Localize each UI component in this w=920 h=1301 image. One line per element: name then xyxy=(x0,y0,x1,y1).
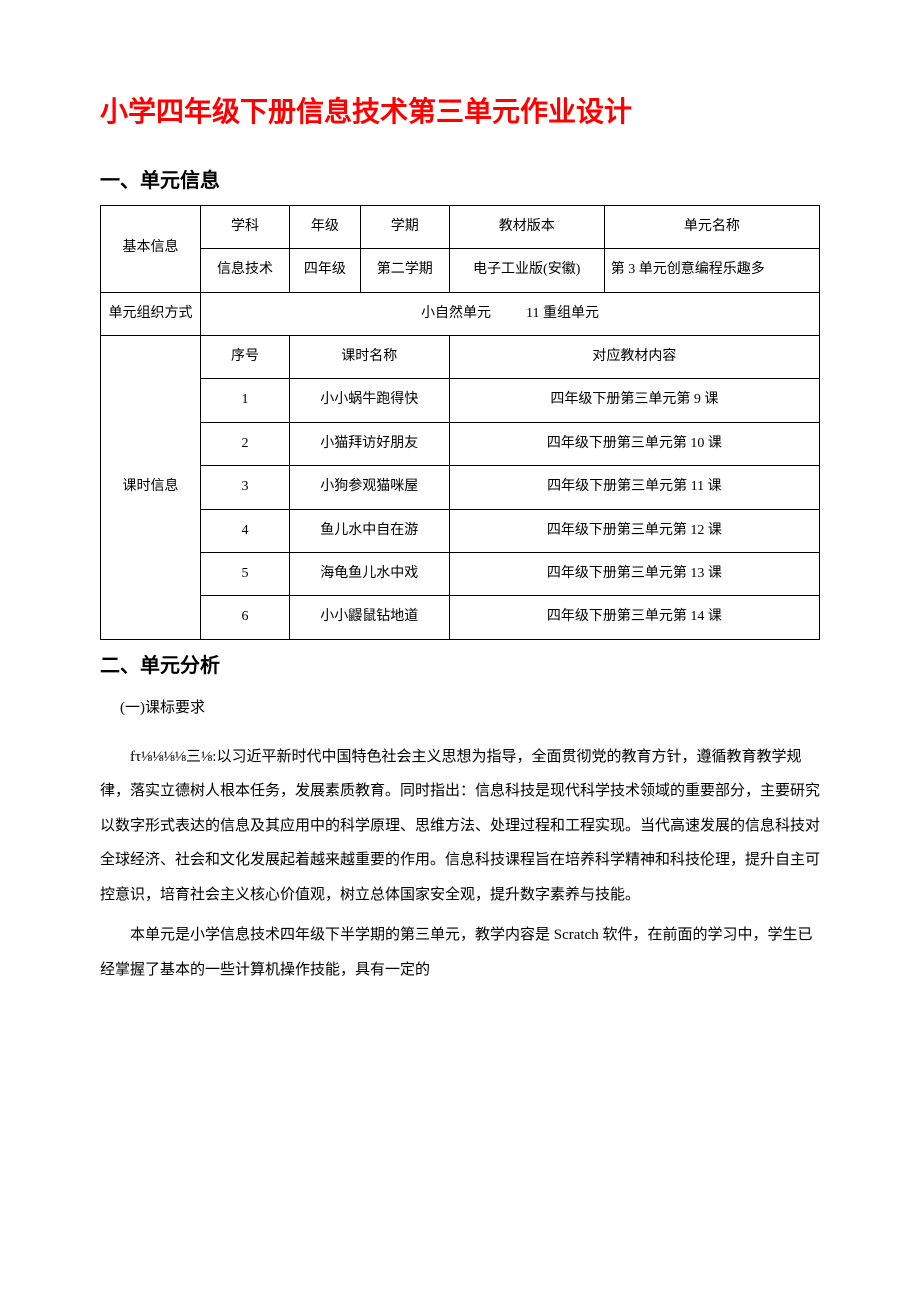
lesson-no: 3 xyxy=(201,466,290,509)
table-row: 2 小猫拜访好朋友 四年级下册第三单元第 10 课 xyxy=(101,422,820,465)
document-title: 小学四年级下册信息技术第三单元作业设计 xyxy=(100,90,820,135)
section-1-heading: 一、单元信息 xyxy=(100,165,820,197)
cell-grade: 四年级 xyxy=(289,249,360,292)
table-row: 单元组织方式 小自然单元 11 重组单元 xyxy=(101,292,820,335)
header-subject: 学科 xyxy=(201,205,290,248)
header-textbook: 教材版本 xyxy=(449,205,604,248)
lesson-name: 小狗参观猫咪屋 xyxy=(289,466,449,509)
lesson-header-no: 序号 xyxy=(201,335,290,378)
lesson-name: 小猫拜访好朋友 xyxy=(289,422,449,465)
org-value: 小自然单元 11 重组单元 xyxy=(201,292,820,335)
cell-unitname: 第 3 单元创意编程乐趣多 xyxy=(604,249,819,292)
lesson-content: 四年级下册第三单元第 11 课 xyxy=(449,466,819,509)
lesson-no: 5 xyxy=(201,552,290,595)
basic-info-label: 基本信息 xyxy=(101,205,201,292)
table-row: 4 鱼儿水中自在游 四年级下册第三单元第 12 课 xyxy=(101,509,820,552)
lesson-info-label: 课时信息 xyxy=(101,335,201,639)
cell-term: 第二学期 xyxy=(360,249,449,292)
lesson-content: 四年级下册第三单元第 13 课 xyxy=(449,552,819,595)
lesson-no: 2 xyxy=(201,422,290,465)
header-unitname: 单元名称 xyxy=(604,205,819,248)
lesson-name: 海龟鱼儿水中戏 xyxy=(289,552,449,595)
lesson-header-name: 课时名称 xyxy=(289,335,449,378)
lesson-no: 4 xyxy=(201,509,290,552)
table-row: 基本信息 学科 年级 学期 教材版本 单元名称 xyxy=(101,205,820,248)
cell-subject: 信息技术 xyxy=(201,249,290,292)
table-row: 1 小小蜗牛跑得快 四年级下册第三单元第 9 课 xyxy=(101,379,820,422)
section-2-subheading: (一)课标要求 xyxy=(120,696,820,720)
header-grade: 年级 xyxy=(289,205,360,248)
lesson-content: 四年级下册第三单元第 14 课 xyxy=(449,596,819,639)
lesson-no: 1 xyxy=(201,379,290,422)
lesson-name: 小小蜗牛跑得快 xyxy=(289,379,449,422)
lesson-content: 四年级下册第三单元第 10 课 xyxy=(449,422,819,465)
lesson-name: 鱼儿水中自在游 xyxy=(289,509,449,552)
table-row: 信息技术 四年级 第二学期 电子工业版(安徽) 第 3 单元创意编程乐趣多 xyxy=(101,249,820,292)
header-term: 学期 xyxy=(360,205,449,248)
org-label: 单元组织方式 xyxy=(101,292,201,335)
paragraph-1: fτ⅛⅛⅛⅛三⅛:以习近平新时代中国特色社会主义思想为指导，全面贯彻党的教育方针… xyxy=(100,740,820,913)
lesson-content: 四年级下册第三单元第 12 课 xyxy=(449,509,819,552)
table-row: 6 小小鼹鼠钻地道 四年级下册第三单元第 14 课 xyxy=(101,596,820,639)
table-row: 3 小狗参观猫咪屋 四年级下册第三单元第 11 课 xyxy=(101,466,820,509)
lesson-no: 6 xyxy=(201,596,290,639)
lesson-name: 小小鼹鼠钻地道 xyxy=(289,596,449,639)
paragraph-2: 本单元是小学信息技术四年级下半学期的第三单元，教学内容是 Scratch 软件，… xyxy=(100,918,820,987)
lesson-content: 四年级下册第三单元第 9 课 xyxy=(449,379,819,422)
lesson-header-content: 对应教材内容 xyxy=(449,335,819,378)
table-row: 5 海龟鱼儿水中戏 四年级下册第三单元第 13 课 xyxy=(101,552,820,595)
unit-info-table: 基本信息 学科 年级 学期 教材版本 单元名称 信息技术 四年级 第二学期 电子… xyxy=(100,205,820,640)
cell-textbook: 电子工业版(安徽) xyxy=(449,249,604,292)
table-row: 课时信息 序号 课时名称 对应教材内容 xyxy=(101,335,820,378)
section-2-heading: 二、单元分析 xyxy=(100,650,820,682)
